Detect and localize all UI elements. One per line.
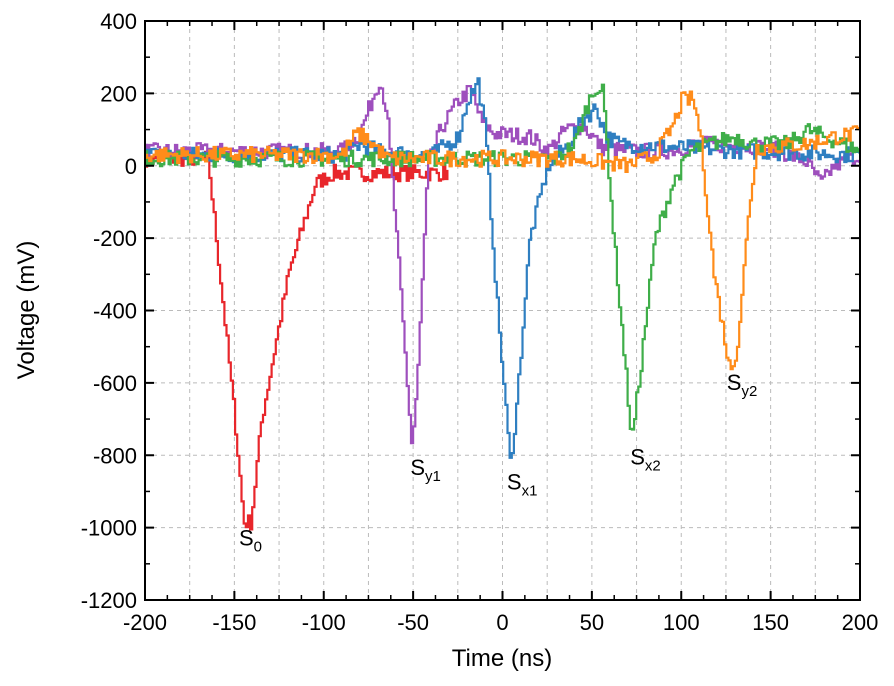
y-tick-label: 400 bbox=[100, 9, 137, 34]
annotation-sx2: Sx2 bbox=[630, 444, 661, 474]
x-tick-label: 200 bbox=[842, 610, 879, 635]
y-tick-label: -800 bbox=[93, 443, 137, 468]
x-tick-label: 100 bbox=[663, 610, 700, 635]
y-tick-label: 0 bbox=[125, 154, 137, 179]
annotation-sy1: Sy1 bbox=[410, 455, 441, 485]
x-tick-label: -100 bbox=[302, 610, 346, 635]
y-tick-label: -400 bbox=[93, 299, 137, 324]
trace-sx2 bbox=[145, 83, 861, 431]
ticks bbox=[144, 20, 861, 601]
y-tick-label: 200 bbox=[100, 81, 137, 106]
traces bbox=[145, 77, 861, 531]
y-tick-label: -200 bbox=[93, 226, 137, 251]
trace-sx1 bbox=[145, 77, 861, 459]
x-tick-label: -50 bbox=[397, 610, 429, 635]
y-tick-label: -1000 bbox=[81, 516, 137, 541]
x-tick-label: 150 bbox=[752, 610, 789, 635]
y-axis-title: Voltage (mV) bbox=[13, 241, 40, 380]
x-tick-label: -150 bbox=[212, 610, 256, 635]
annotation-s0: S0 bbox=[239, 526, 262, 556]
x-tick-label: 50 bbox=[580, 610, 604, 635]
y-tick-label: -1200 bbox=[81, 588, 137, 613]
y-tick-label: -600 bbox=[93, 371, 137, 396]
annotation-sx1: Sx1 bbox=[507, 470, 538, 500]
annotation-sy2: Sy2 bbox=[727, 370, 758, 400]
trace-sy2 bbox=[145, 90, 861, 371]
tick-labels: -200 -150 -100 -50 0 50 100 150 200 400 200 0 -200 -4… bbox=[81, 9, 879, 635]
trace-s0 bbox=[145, 150, 449, 531]
x-tick-label: -200 bbox=[123, 610, 167, 635]
x-axis-title: Time (ns) bbox=[452, 645, 552, 672]
annotations: S0 Sy1 Sx1 Sx2 Sy2 bbox=[239, 370, 757, 556]
x-tick-label: 0 bbox=[496, 610, 508, 635]
